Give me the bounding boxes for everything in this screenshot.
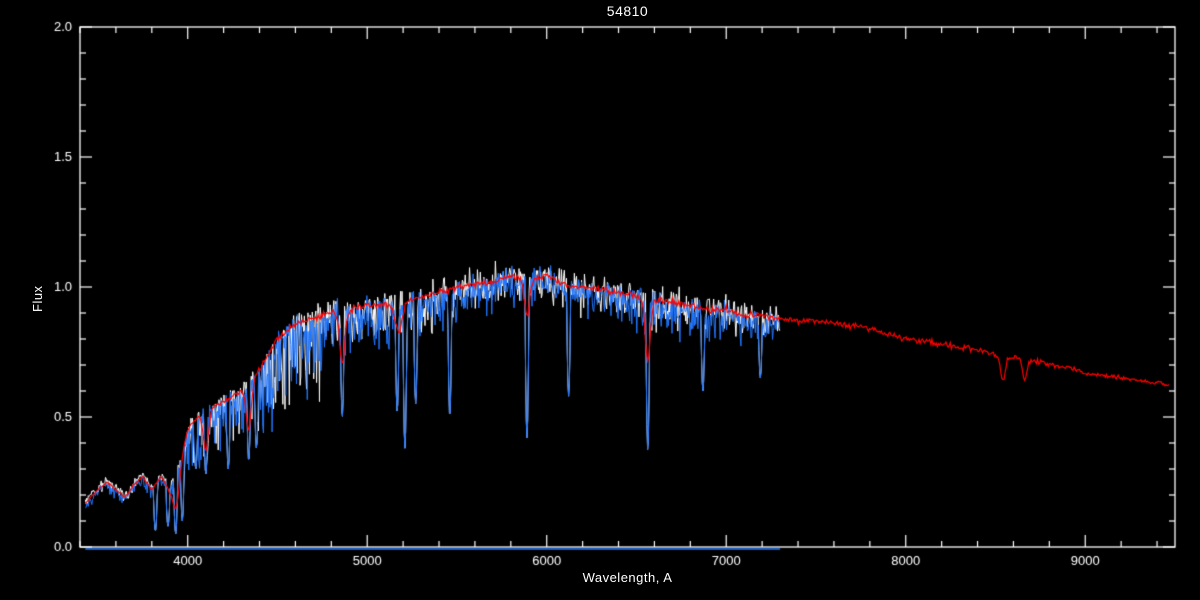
x-axis-label: Wavelength, A [582, 570, 673, 585]
y-axis-label: Flux [30, 285, 45, 312]
chart-title: 54810 [606, 3, 649, 19]
